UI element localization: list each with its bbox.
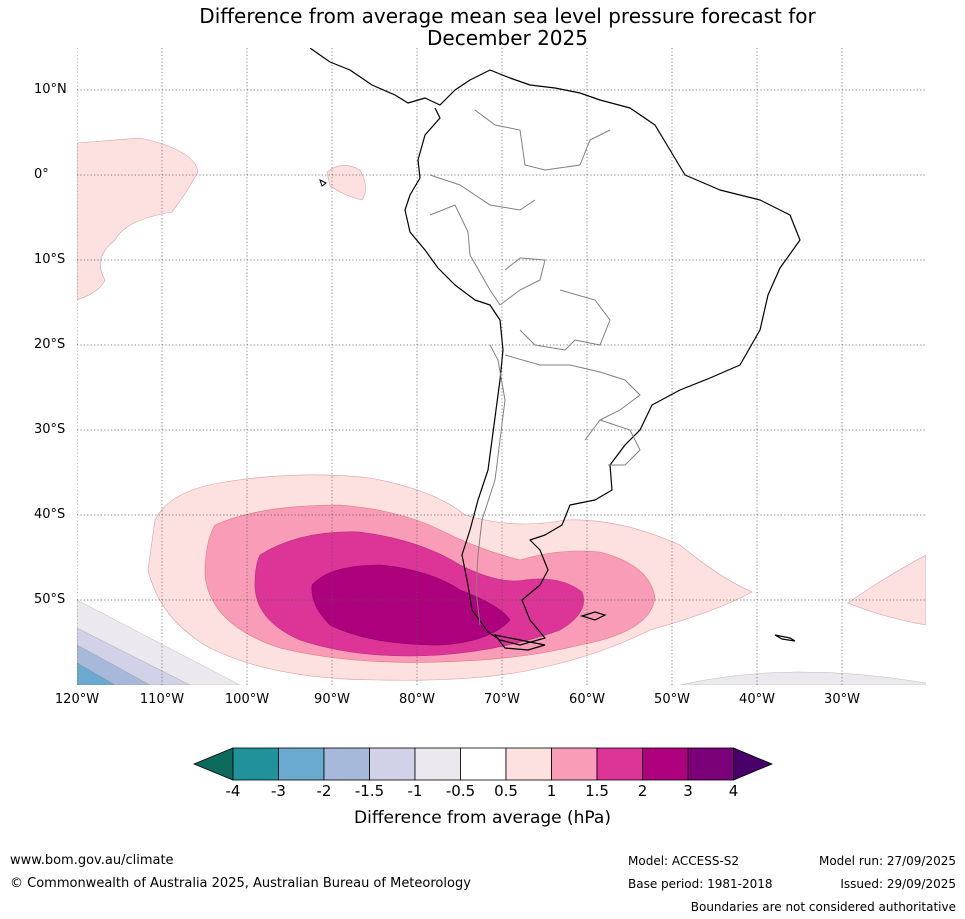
footer-copyright: © Commonwealth of Australia 2025, Austra… <box>10 876 471 891</box>
colorbar-tick-label: -1.5 <box>354 782 385 800</box>
lat-label: 10°N <box>34 82 67 97</box>
footer-website[interactable]: www.bom.gov.au/climate <box>10 853 174 868</box>
colorbar-swatch <box>323 747 370 781</box>
contour-pos-2 <box>311 564 511 646</box>
colorbar-under-arrow <box>192 747 234 781</box>
falkland-islands <box>579 611 607 621</box>
colorbar-swatch <box>460 747 507 781</box>
colorbar-swatch <box>505 747 552 781</box>
contour-pos-0.5-pacific <box>77 137 199 301</box>
lat-label: 30°S <box>34 422 66 437</box>
colorbar-tick-label: 1 <box>546 782 557 800</box>
map-title: Difference from average mean sea level p… <box>199 4 816 28</box>
lon-label: 40°W <box>739 692 775 707</box>
footer-boundaries-note: Boundaries are not considered authoritat… <box>690 900 956 914</box>
colorbar-over-arrow <box>733 747 774 781</box>
colorbar-swatch <box>414 747 461 781</box>
country-borders <box>429 109 641 626</box>
colorbar-title: Difference from average (hPa) <box>354 808 611 828</box>
lat-label: 50°S <box>34 592 66 607</box>
colorbar-tick-label: -0.5 <box>445 782 476 800</box>
colorbar-swatch <box>642 747 689 781</box>
colorbar-tick-label: -1 <box>407 782 423 800</box>
galapagos-islands <box>319 179 327 187</box>
footer-issued: Issued: 29/09/2025 <box>840 877 956 891</box>
footer-base-period: Base period: 1981-2018 <box>628 877 773 891</box>
lon-label: 30°W <box>824 692 860 707</box>
lon-label: 120°W <box>54 692 100 707</box>
colorbar-tick-label: 1.5 <box>585 782 609 800</box>
colorbar-swatch <box>596 747 643 781</box>
south-america-coastline <box>309 48 801 646</box>
colorbar-swatch <box>687 747 734 781</box>
lon-label: 110°W <box>139 692 185 707</box>
lat-label: 10°S <box>34 252 66 267</box>
lat-label: 20°S <box>34 337 66 352</box>
colorbar-tick-label: -3 <box>271 782 286 800</box>
contour-pos-0.5-galapagos <box>326 165 366 201</box>
lon-label: 50°W <box>654 692 690 707</box>
contour-pos-0.5-east <box>847 554 926 626</box>
lat-label: 40°S <box>34 507 66 522</box>
lon-label: 80°W <box>399 692 435 707</box>
lon-label: 60°W <box>569 692 605 707</box>
contour-neg-2 <box>77 662 116 685</box>
contour-neg-0.5-south <box>679 671 926 685</box>
colorbar-swatch <box>551 747 598 781</box>
colorbar-tick-label: 3 <box>683 782 693 800</box>
colorbar-swatch <box>232 747 279 781</box>
colorbar-swatch <box>278 747 325 781</box>
colorbar-tick-label: -2 <box>316 782 332 800</box>
colorbar-tick-label: 2 <box>637 782 648 800</box>
colorbar-swatch <box>369 747 416 781</box>
map-title-date: December 2025 <box>427 26 588 50</box>
colorbar-tick-label: 0.5 <box>494 782 518 800</box>
lon-label: 90°W <box>314 692 350 707</box>
tierra-del-fuego <box>493 634 546 651</box>
footer-model: Model: ACCESS-S2 <box>628 854 740 868</box>
footer-model-run: Model run: 27/09/2025 <box>818 854 956 868</box>
lon-label: 70°W <box>484 692 520 707</box>
colorbar-tick-label: -4 <box>225 782 241 800</box>
colorbar-tick-label: 4 <box>728 782 739 800</box>
colorbar <box>192 747 774 781</box>
lon-label: 100°W <box>224 692 270 707</box>
lat-label: 0° <box>34 167 49 182</box>
south-georgia <box>774 634 796 642</box>
